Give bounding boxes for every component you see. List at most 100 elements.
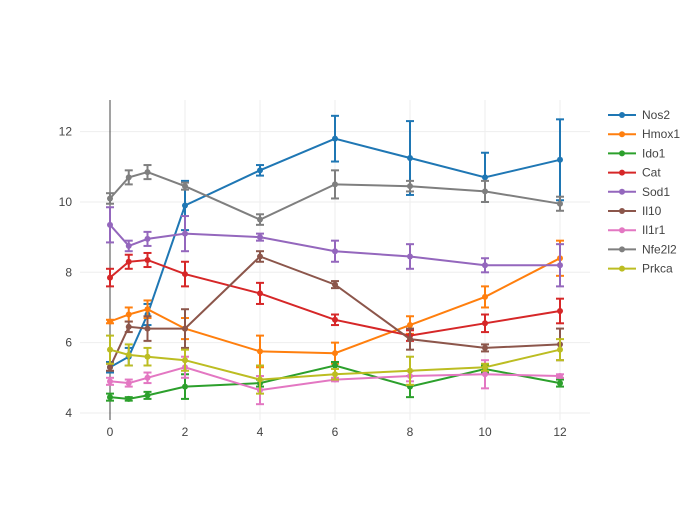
data-point — [144, 306, 151, 313]
data-point — [125, 380, 132, 387]
series-prkca — [106, 334, 564, 395]
data-point — [257, 348, 263, 355]
x-tick-label: 4 — [257, 425, 264, 439]
data-point — [257, 253, 263, 260]
data-point — [125, 395, 132, 402]
y-tick-label: 8 — [65, 265, 72, 279]
data-point — [182, 383, 188, 390]
data-point — [557, 346, 563, 353]
data-point — [125, 351, 132, 358]
x-tick-label: 8 — [407, 425, 414, 439]
data-point — [182, 202, 188, 209]
data-point — [107, 364, 113, 371]
legend-item-nos2: Nos2 — [608, 108, 670, 122]
data-point — [125, 174, 132, 181]
x-tick-label: 12 — [553, 425, 567, 439]
x-tick-label: 10 — [478, 425, 492, 439]
legend-swatch-marker — [619, 208, 625, 214]
legend-label: Nos2 — [642, 108, 670, 122]
legend-swatch-marker — [619, 227, 625, 234]
data-point — [332, 350, 338, 357]
legend-label: Nfe2l2 — [642, 242, 677, 256]
data-point — [182, 183, 188, 190]
data-point — [257, 167, 263, 174]
x-tick-label: 6 — [332, 425, 339, 439]
legend-item-sod1: Sod1 — [608, 185, 670, 199]
data-point — [107, 318, 113, 325]
x-tick-label: 0 — [107, 425, 114, 439]
data-point — [107, 346, 113, 353]
x-tick-label: 2 — [182, 425, 189, 439]
legend-label: Prkca — [642, 262, 673, 276]
data-point — [144, 325, 151, 332]
data-point — [557, 373, 563, 380]
data-point — [482, 262, 488, 269]
legend-item-il10: Il10 — [608, 204, 662, 218]
data-point — [125, 311, 132, 318]
legend-item-ido1: Ido1 — [608, 146, 666, 160]
data-point — [332, 135, 338, 142]
data-point — [144, 169, 151, 176]
data-point — [107, 394, 113, 401]
series-il10 — [106, 250, 564, 372]
data-point — [144, 235, 151, 242]
legend-label: Il1r1 — [642, 223, 666, 237]
legend-swatch-marker — [619, 150, 625, 157]
legend-item-nfe2l2: Nfe2l2 — [608, 242, 677, 256]
data-point — [557, 307, 563, 314]
data-point — [482, 344, 488, 351]
data-point — [182, 230, 188, 237]
data-point — [107, 221, 113, 228]
y-tick-label: 6 — [65, 336, 72, 350]
legend-label: Sod1 — [642, 185, 670, 199]
data-point — [482, 371, 488, 378]
legend-swatch-marker — [619, 169, 625, 176]
series-cat — [106, 251, 564, 342]
data-point — [182, 357, 188, 364]
data-point — [332, 248, 338, 255]
data-point — [257, 234, 263, 241]
data-point — [407, 253, 413, 260]
data-point — [407, 336, 413, 343]
legend-label: Il10 — [642, 204, 662, 218]
data-point — [257, 290, 263, 297]
data-point — [407, 367, 413, 374]
data-point — [407, 322, 413, 329]
data-point — [257, 376, 263, 383]
data-point — [407, 155, 413, 162]
data-point — [332, 316, 338, 323]
data-point — [332, 362, 338, 369]
data-point — [557, 200, 563, 207]
data-point — [557, 156, 563, 163]
data-point — [125, 242, 132, 249]
series-nfe2l2 — [106, 164, 564, 226]
data-point — [107, 274, 113, 281]
data-point — [144, 374, 151, 381]
data-point — [482, 174, 488, 181]
data-point — [482, 293, 488, 300]
data-point — [125, 323, 132, 330]
y-tick-label: 10 — [59, 195, 73, 209]
legend-swatch-marker — [619, 131, 625, 138]
legend-label: Cat — [642, 166, 661, 180]
data-point — [107, 378, 113, 385]
data-point — [332, 281, 338, 288]
data-point — [125, 258, 132, 265]
legend-item-cat: Cat — [608, 166, 661, 180]
data-point — [144, 257, 151, 263]
data-point — [144, 392, 151, 399]
data-point — [182, 325, 188, 332]
y-tick-label: 4 — [65, 406, 72, 420]
legend: Nos2 Hmox1 Ido1 Cat Sod1 Il10 Il1r1 Nfe2l2 Prkca — [608, 108, 680, 276]
data-point — [107, 195, 113, 202]
legend-item-hmox1: Hmox1 — [608, 127, 680, 141]
legend-label: Hmox1 — [642, 127, 680, 141]
data-point — [332, 181, 338, 188]
legend-swatch-marker — [619, 112, 625, 118]
y-tick-label: 12 — [59, 125, 73, 139]
legend-swatch-marker — [619, 246, 625, 253]
data-point — [482, 364, 488, 371]
